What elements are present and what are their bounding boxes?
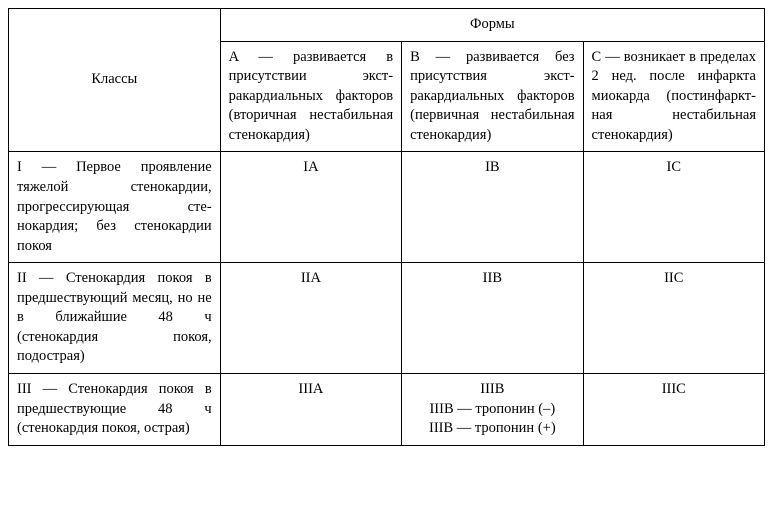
- cell-b: IB: [402, 152, 583, 263]
- class-desc: III — Стенокардия покоя в предшествующие…: [9, 374, 221, 446]
- table-row: III — Стенокардия покоя в предшествующие…: [9, 374, 765, 446]
- classification-table: Классы Формы A — развивается в присутств…: [8, 8, 765, 446]
- cell-a: IA: [220, 152, 401, 263]
- forms-header: Формы: [220, 9, 764, 42]
- header-row-1: Классы Формы: [9, 9, 765, 42]
- cell-b: IIB: [402, 263, 583, 374]
- cell-c: IIC: [583, 263, 764, 374]
- cell-a: IIA: [220, 263, 401, 374]
- table-row: II — Стенокардия покоя в предшествующий …: [9, 263, 765, 374]
- classes-header: Классы: [9, 9, 221, 152]
- cell-c: IC: [583, 152, 764, 263]
- cell-c: IIIC: [583, 374, 764, 446]
- class-desc: II — Стенокардия покоя в предшествующий …: [9, 263, 221, 374]
- form-c-header: C — возникает в пре­делах 2 нед. после и…: [583, 41, 764, 152]
- cell-b-line2: IIIB — тропонин (–): [429, 401, 555, 417]
- form-a-header: A — развивается в присутствии экст­ракар…: [220, 41, 401, 152]
- class-desc: I — Первое проявление тяжелой стенокарди…: [9, 152, 221, 263]
- cell-a: IIIA: [220, 374, 401, 446]
- cell-b-line3: IIIB — тропонин (+): [429, 420, 556, 436]
- table-row: I — Первое проявление тяжелой стенокарди…: [9, 152, 765, 263]
- cell-b: IIIB IIIB — тропонин (–) IIIB — тропонин…: [402, 374, 583, 446]
- cell-b-line1: IIIB: [480, 381, 504, 397]
- form-b-header: B — развивается без присутствия экст­рак…: [402, 41, 583, 152]
